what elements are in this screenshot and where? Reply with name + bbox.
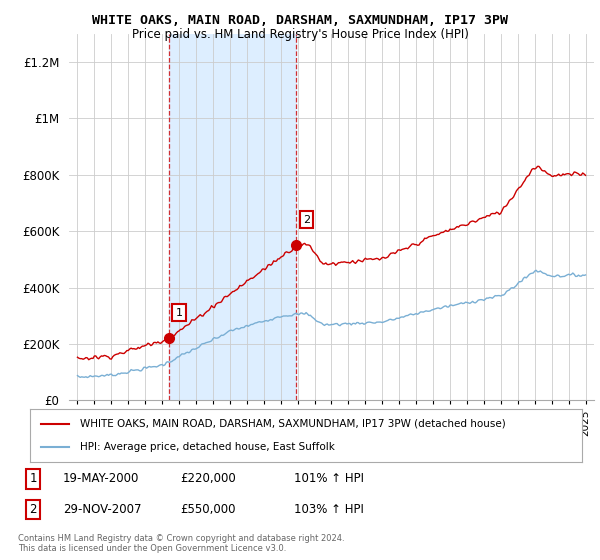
Text: 101% ↑ HPI: 101% ↑ HPI xyxy=(294,472,364,486)
Text: 103% ↑ HPI: 103% ↑ HPI xyxy=(294,503,364,516)
Text: WHITE OAKS, MAIN ROAD, DARSHAM, SAXMUNDHAM, IP17 3PW (detached house): WHITE OAKS, MAIN ROAD, DARSHAM, SAXMUNDH… xyxy=(80,419,505,429)
Text: 2: 2 xyxy=(29,503,37,516)
Text: £220,000: £220,000 xyxy=(180,472,236,486)
Text: Contains HM Land Registry data © Crown copyright and database right 2024.
This d: Contains HM Land Registry data © Crown c… xyxy=(18,534,344,553)
Text: 19-MAY-2000: 19-MAY-2000 xyxy=(63,472,139,486)
Text: 2: 2 xyxy=(303,214,310,225)
Text: Price paid vs. HM Land Registry's House Price Index (HPI): Price paid vs. HM Land Registry's House … xyxy=(131,28,469,41)
Bar xyxy=(169,34,296,400)
Text: £550,000: £550,000 xyxy=(180,503,235,516)
Text: WHITE OAKS, MAIN ROAD, DARSHAM, SAXMUNDHAM, IP17 3PW: WHITE OAKS, MAIN ROAD, DARSHAM, SAXMUNDH… xyxy=(92,14,508,27)
Text: 1: 1 xyxy=(175,308,182,318)
Text: 29-NOV-2007: 29-NOV-2007 xyxy=(63,503,142,516)
Text: HPI: Average price, detached house, East Suffolk: HPI: Average price, detached house, East… xyxy=(80,442,335,452)
Text: 1: 1 xyxy=(29,472,37,486)
